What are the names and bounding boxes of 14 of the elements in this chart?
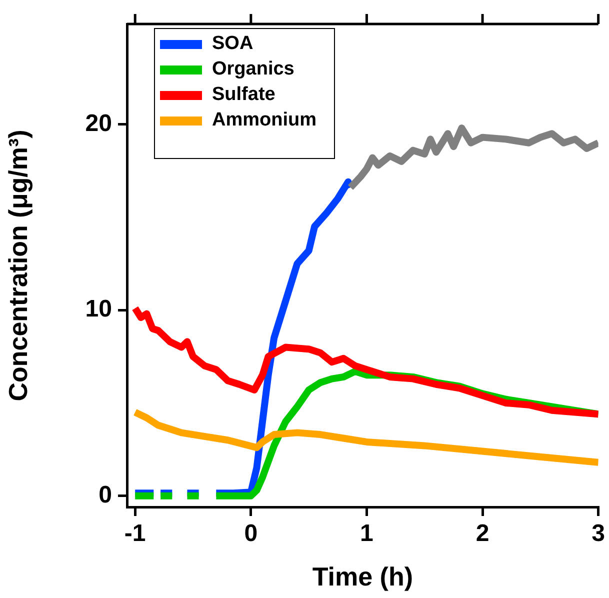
legend-label: Organics: [212, 58, 294, 80]
x-tick-label: 1: [360, 520, 374, 548]
x-tick-label: 2: [476, 520, 490, 548]
x-tick-label: -1: [124, 520, 146, 548]
legend-label: Sulfate: [212, 84, 276, 106]
legend-label: SOA: [212, 33, 254, 54]
legend-label: Ammonium: [212, 110, 316, 131]
x-axis-title: Time (h): [312, 562, 413, 592]
y-tick-label: 10: [85, 296, 112, 323]
y-tick-label: 0: [98, 481, 112, 508]
y-axis-title: Concentration (μg/m³): [2, 130, 33, 402]
y-tick-label: 20: [85, 110, 112, 137]
x-tick-label: 0: [244, 520, 258, 548]
x-tick-label: 3: [592, 520, 606, 548]
